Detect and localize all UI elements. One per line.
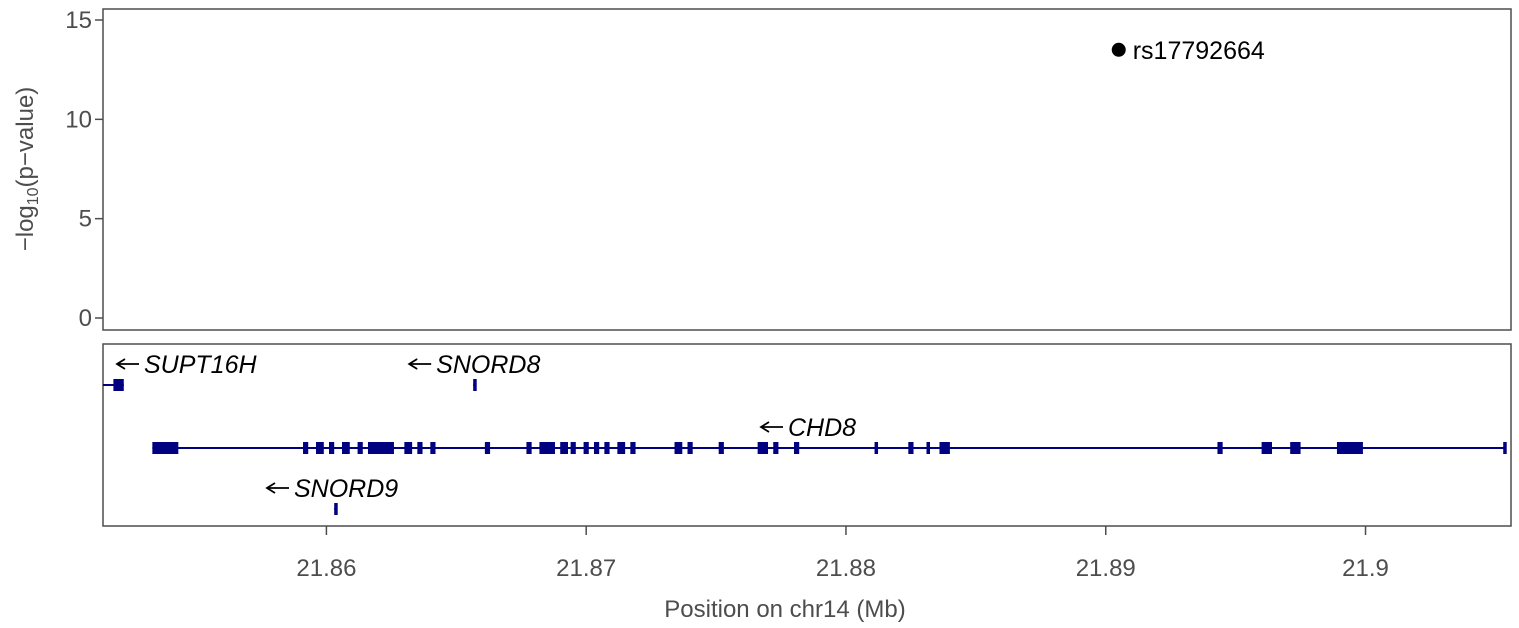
gene-supt16h: SUPT16H: [103, 351, 257, 391]
snp-point: [1111, 42, 1126, 57]
gene-exon: [687, 442, 693, 454]
x-tick-label: 21.87: [556, 555, 616, 582]
y-axis-label: −log10(p−value): [12, 87, 42, 252]
gene-exon: [1503, 442, 1507, 454]
gene-exon: [926, 442, 930, 454]
gene-snord9: SNORD9: [265, 475, 398, 515]
y-tick-label: 5: [79, 206, 92, 233]
gene-exon: [316, 442, 324, 454]
gene-label: CHD8: [788, 414, 856, 442]
gene-exon: [367, 442, 394, 454]
association-panel: [102, 8, 1512, 331]
gene-exon: [329, 442, 335, 454]
gene-exon: [473, 379, 477, 391]
gene-exon: [908, 442, 914, 454]
gene-track-panel: [102, 343, 1512, 527]
gene-exon: [794, 442, 800, 454]
y-tick-label: 0: [79, 305, 92, 332]
gene-exon: [560, 442, 569, 454]
gene-chd8: CHD8: [152, 414, 1507, 454]
x-axis-label: Position on chr14 (Mb): [664, 596, 905, 623]
gene-exon: [484, 442, 491, 454]
strand-arrowhead: [115, 358, 126, 370]
gene-exon: [617, 442, 626, 454]
gene-exon: [757, 442, 769, 454]
y-axis: 0 5 10 15: [65, 7, 103, 332]
x-tick-label: 21.86: [296, 555, 356, 582]
snp-points: rs17792664: [1111, 37, 1265, 65]
gene-label: SNORD8: [436, 351, 540, 379]
gene-exon: [1261, 442, 1273, 454]
y-label-prefix: −log: [12, 205, 39, 251]
gene-exon: [773, 442, 779, 454]
gene-exon: [152, 442, 179, 454]
gene-exon: [404, 442, 413, 454]
gene-exon: [674, 442, 683, 454]
gene-exon: [583, 442, 589, 454]
gene-exon: [630, 442, 636, 454]
gene-exon: [341, 442, 350, 454]
x-tick-label: 21.9: [1342, 555, 1389, 582]
gene-exon: [939, 442, 950, 454]
gene-exon: [526, 442, 532, 454]
gene-exon: [718, 442, 724, 454]
x-axis: 21.86 21.87 21.88 21.89 21.9: [296, 526, 1389, 582]
y-tick-label: 10: [65, 106, 92, 133]
gene-exon: [113, 379, 124, 391]
gene-exon: [604, 442, 610, 454]
gene-exon: [357, 442, 363, 454]
gene-exon: [874, 442, 879, 454]
gene-exon: [303, 442, 309, 454]
y-tick-label: 15: [65, 7, 92, 34]
x-tick-label: 21.88: [816, 555, 876, 582]
gene-exon: [539, 442, 556, 454]
gene-exon: [334, 503, 338, 515]
strand-arrowhead: [759, 421, 770, 433]
strand-arrowhead: [407, 358, 418, 370]
strand-arrowhead: [265, 482, 276, 494]
gene-exon: [1217, 442, 1223, 454]
y-label-subscript: 10: [25, 187, 42, 205]
gene-exon: [430, 442, 436, 454]
gene-models: SUPT16H SNORD8 CHD8 SNORD9: [103, 351, 1507, 515]
y-label-suffix: (p−value): [12, 87, 39, 188]
gene-exon: [570, 442, 576, 454]
gene-exon: [593, 442, 600, 454]
gene-label: SUPT16H: [144, 351, 257, 379]
gene-exon: [1336, 442, 1363, 454]
gene-snord8: SNORD8: [407, 351, 540, 391]
snp-label: rs17792664: [1133, 37, 1265, 65]
gene-label: SNORD9: [294, 475, 398, 503]
gene-exon: [417, 442, 423, 454]
gene-exon: [1290, 442, 1301, 454]
x-tick-label: 21.89: [1076, 555, 1136, 582]
